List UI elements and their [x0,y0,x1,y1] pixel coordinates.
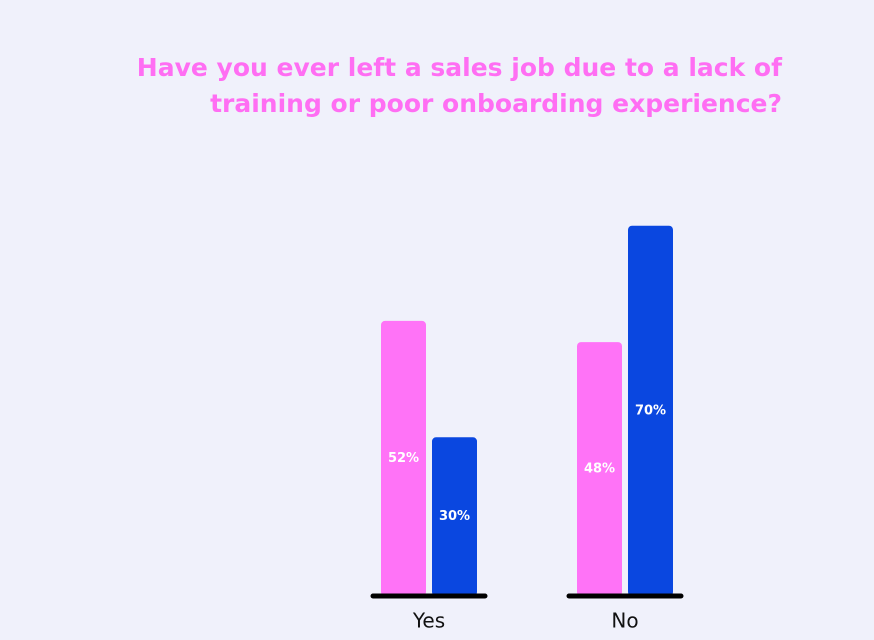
chart-title: Have you ever left a sales job due to a … [136,53,782,118]
value-label: 48% [584,462,615,477]
bar [628,225,673,596]
x-tick-label: No [611,609,638,633]
x-tick-label: Yes [412,609,445,633]
value-label: 30% [439,509,470,524]
bar [381,320,426,596]
bar [577,342,622,596]
value-label: 52% [388,451,419,466]
value-label: 70% [635,403,666,418]
bar [432,437,477,596]
